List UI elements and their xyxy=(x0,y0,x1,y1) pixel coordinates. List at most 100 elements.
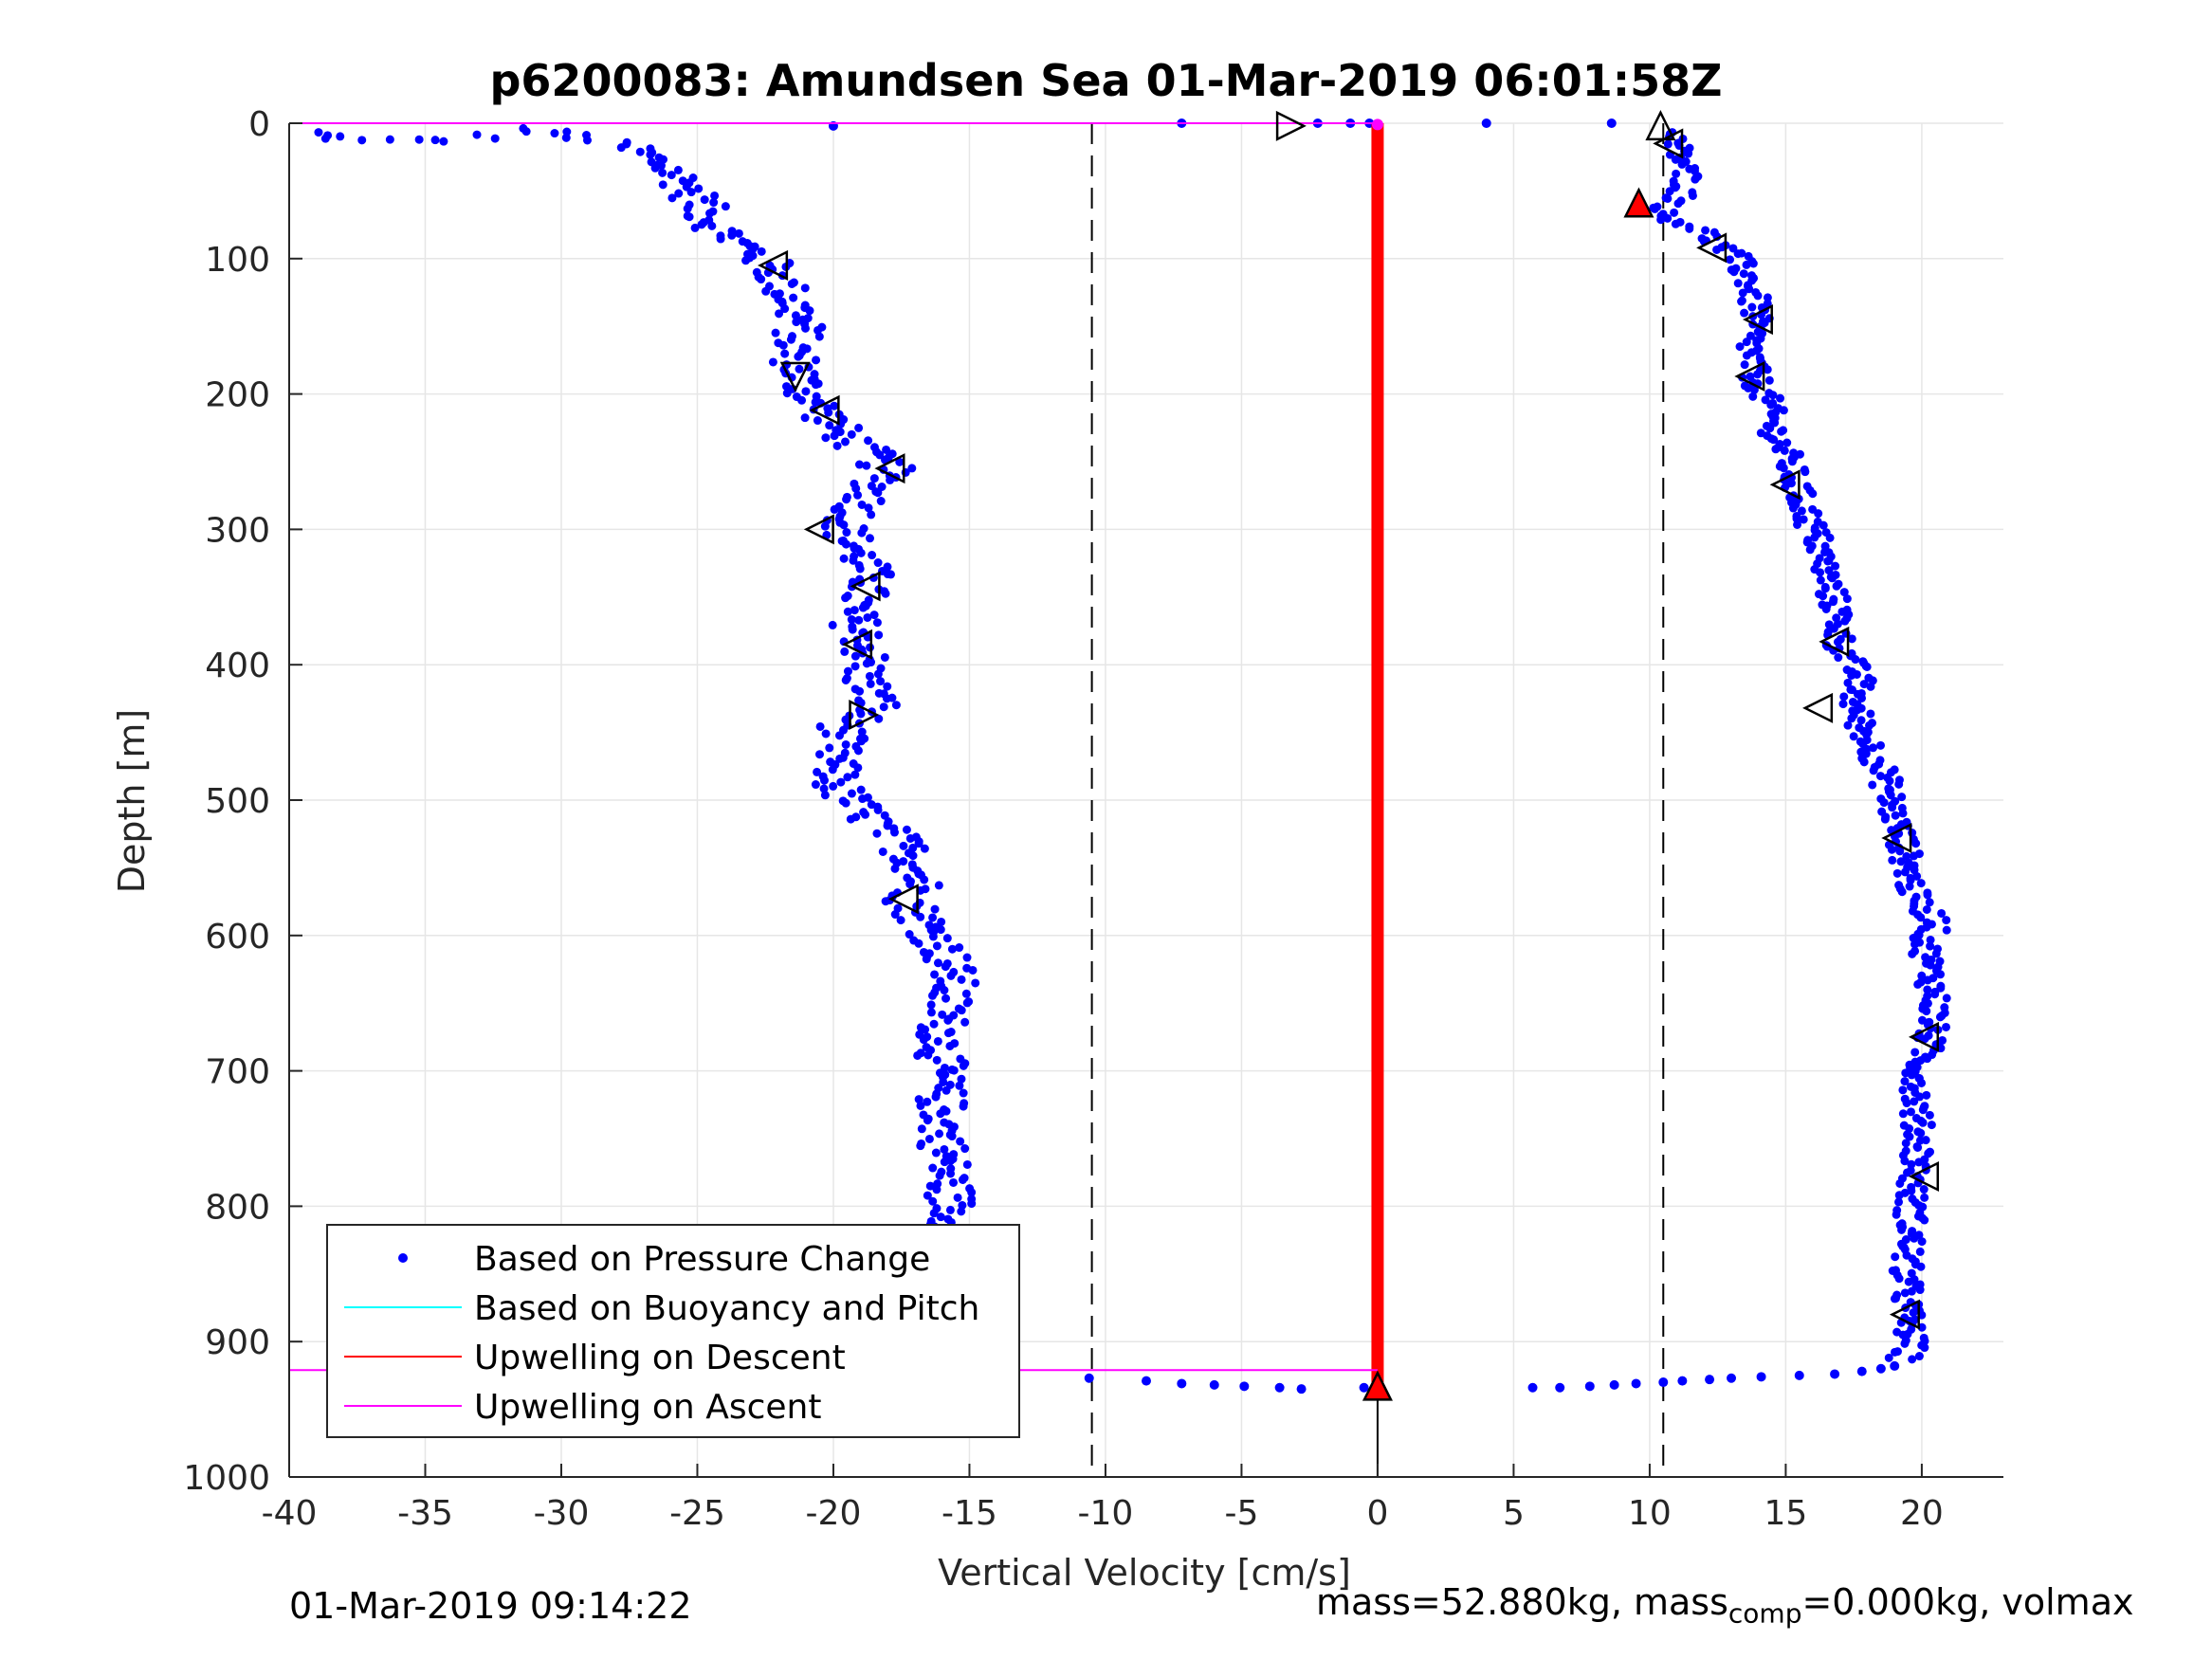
pressure-dot xyxy=(931,1092,941,1102)
pressure-dot xyxy=(899,841,908,850)
pressure-dot xyxy=(937,917,946,926)
pressure-dot xyxy=(815,721,825,731)
pressure-dot xyxy=(1797,506,1806,516)
pressure-dot xyxy=(1819,592,1828,601)
pressure-dot xyxy=(1907,1070,1916,1080)
pressure-dot xyxy=(1793,520,1802,529)
pressure-dot xyxy=(650,163,660,173)
triangle-markers xyxy=(758,110,1940,1401)
pressure-dot xyxy=(930,970,940,979)
pressure-dot xyxy=(1742,260,1751,269)
pressure-dot xyxy=(1753,291,1763,301)
pressure-dot xyxy=(1923,1054,1932,1064)
pressure-dot xyxy=(864,503,873,513)
pressure-dot xyxy=(646,150,655,159)
pressure-dot xyxy=(1673,199,1683,209)
pressure-dot xyxy=(1777,427,1786,436)
pressure-dot xyxy=(828,620,837,629)
pressure-dot xyxy=(1915,1092,1925,1102)
open-triangle-marker xyxy=(1769,469,1801,501)
pressure-dot xyxy=(1911,839,1921,848)
pressure-dot xyxy=(1691,174,1700,184)
pressure-dot xyxy=(1918,1118,1928,1127)
pressure-dot xyxy=(839,520,849,530)
pressure-dot xyxy=(866,534,875,543)
pressure-dot xyxy=(795,364,804,374)
pressure-dot xyxy=(1866,682,1875,691)
pressure-dot xyxy=(1884,1353,1893,1362)
pressure-dot xyxy=(854,615,864,625)
x-tick-label: -25 xyxy=(669,1494,725,1533)
open-triangle-marker xyxy=(1653,128,1684,159)
pressure-dot xyxy=(960,1144,970,1154)
x-tick-label: -40 xyxy=(262,1494,318,1533)
pressure-dot xyxy=(1917,971,1927,980)
pressure-dot xyxy=(1819,520,1828,530)
pressure-dot xyxy=(1900,1157,1910,1166)
pressure-dot xyxy=(843,607,852,616)
pressure-dot xyxy=(1606,118,1617,128)
pressure-dot xyxy=(1814,509,1823,519)
pressure-dot xyxy=(1900,1077,1910,1086)
pressure-dot xyxy=(1728,244,1738,253)
pressure-dot xyxy=(1894,779,1904,789)
pressure-dot xyxy=(814,332,824,341)
pressure-dot xyxy=(1862,662,1872,671)
pressure-dot xyxy=(1738,288,1747,298)
pressure-dot xyxy=(872,829,882,838)
x-tick-label: 0 xyxy=(1366,1494,1388,1533)
pressure-dot xyxy=(771,328,780,337)
pressure-dot xyxy=(850,606,859,615)
pressure-dot xyxy=(854,460,864,469)
pressure-dot xyxy=(1753,370,1763,379)
open-triangle-marker xyxy=(874,453,905,484)
pressure-dot xyxy=(805,306,814,316)
pressure-dot xyxy=(881,455,890,465)
pressure-dot xyxy=(928,1196,938,1206)
pressure-dot xyxy=(1875,772,1885,781)
pressure-dot xyxy=(780,349,790,358)
pressure-dot xyxy=(1917,1078,1927,1087)
pressure-dot xyxy=(962,1159,972,1169)
pressure-dot xyxy=(414,135,424,144)
pressure-dot xyxy=(1937,908,1947,918)
pressure-dot xyxy=(819,775,829,785)
pressure-dot xyxy=(1923,890,1932,900)
pressure-dot xyxy=(1865,720,1874,730)
open-triangle-marker xyxy=(1802,692,1834,723)
chart-title: p6200083: Amundsen Sea 01-Mar-2019 06:01… xyxy=(489,55,1723,106)
pressure-dot xyxy=(1914,1158,1924,1167)
pressure-dot xyxy=(847,615,856,625)
x-tick-label: 5 xyxy=(1503,1494,1525,1533)
x-tick-label: 10 xyxy=(1628,1494,1672,1533)
pressure-dot xyxy=(1663,193,1673,203)
x-tick-label: -10 xyxy=(1078,1494,1134,1533)
pressure-dot xyxy=(929,1019,939,1029)
pressure-dot xyxy=(635,147,645,156)
open-triangle-marker xyxy=(842,629,873,660)
bottom-red-triangle-marker xyxy=(1362,1370,1393,1401)
pressure-dot xyxy=(791,311,800,320)
pressure-dot xyxy=(1909,851,1918,861)
legend-label: Based on Pressure Change xyxy=(474,1240,930,1279)
open-triangle-marker xyxy=(809,394,840,426)
pressure-dot xyxy=(1239,1381,1250,1392)
pressure-dot xyxy=(757,275,766,284)
pressure-dot xyxy=(1763,293,1772,302)
pressure-dot xyxy=(1895,1178,1905,1188)
pressure-dot xyxy=(1922,1007,1931,1016)
pressure-dot xyxy=(883,821,892,830)
pressure-dot xyxy=(336,132,345,141)
pressure-dot xyxy=(941,994,951,1003)
x-tick-labels: -40 -35 -30 -25 -20 -15 -10 -5 0 5 10 15 20 xyxy=(262,1494,1944,1533)
pressure-dot xyxy=(1920,1343,1929,1353)
pressure-dot xyxy=(780,304,790,314)
pressure-dot xyxy=(834,731,844,740)
pressure-dot xyxy=(1897,1225,1907,1234)
pressure-dot xyxy=(1908,949,1917,958)
pressure-dot xyxy=(942,934,952,943)
pressure-dot xyxy=(1749,385,1759,394)
pressure-dot xyxy=(931,1148,941,1158)
pressure-dot xyxy=(932,1185,941,1194)
pressure-dot xyxy=(1888,803,1897,812)
